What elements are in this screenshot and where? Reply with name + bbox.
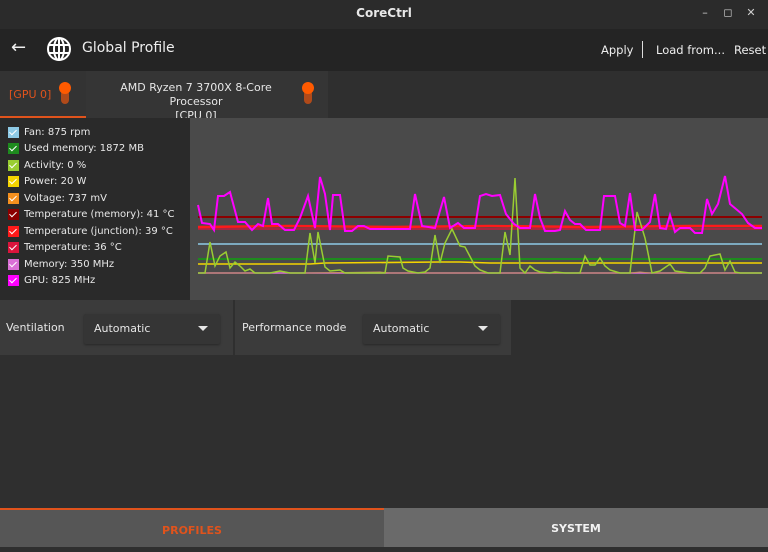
minimize-button[interactable]: – (702, 6, 708, 19)
sensor-power[interactable]: Power: 20 W (8, 174, 86, 188)
profile-toolbar: ← Global Profile Apply Load from... Rese… (0, 29, 768, 71)
close-button[interactable]: ✕ (746, 6, 756, 19)
sensor-voltage[interactable]: Voltage: 737 mV (8, 191, 107, 205)
tab-gpu-0[interactable]: [GPU 0] (0, 71, 86, 118)
bottom-tab-bar: PROFILES SYSTEM (0, 508, 768, 547)
checkbox-icon[interactable] (8, 208, 19, 220)
ventilation-value: Automatic (94, 322, 151, 335)
checkbox-icon[interactable] (8, 142, 19, 154)
chevron-down-icon (198, 326, 208, 331)
ventilation-control: Ventilation Automatic (0, 300, 233, 355)
sensor-legend: Fan: 875 rpm Used memory: 1872 MB Activi… (0, 118, 190, 300)
checkbox-icon[interactable] (8, 258, 19, 270)
window-title: CoreCtrl (356, 6, 412, 20)
sensor-label: Power: 20 W (24, 175, 87, 187)
checkbox-icon[interactable] (8, 241, 19, 253)
sensor-label: Used memory: 1872 MB (24, 142, 144, 154)
active-tab-indicator (0, 116, 86, 118)
device-tabs: [GPU 0] AMD Ryzen 7 3700X 8-Core Process… (0, 71, 768, 122)
sensor-used-memory[interactable]: Used memory: 1872 MB (8, 141, 144, 155)
checkbox-icon[interactable] (8, 175, 19, 187)
performance-mode-control: Performance mode Automatic (235, 300, 511, 355)
sensor-label: Memory: 350 MHz (24, 258, 115, 270)
sensor-label: Temperature (memory): 41 °C (24, 208, 175, 220)
checkbox-icon[interactable] (8, 159, 19, 171)
tab-system[interactable]: SYSTEM (384, 508, 768, 547)
tab-profiles[interactable]: PROFILES (0, 508, 384, 547)
sensor-gpu-clock[interactable]: GPU: 825 MHz (8, 273, 95, 287)
sensor-temp-junction[interactable]: Temperature (junction): 39 °C (8, 224, 173, 238)
checkbox-icon[interactable] (8, 274, 19, 286)
sensor-label: Fan: 875 rpm (24, 126, 91, 138)
cpu-name: AMD Ryzen 7 3700X 8-Core Processor (120, 81, 272, 108)
apply-button[interactable]: Apply (601, 43, 634, 57)
sensor-memory-clock[interactable]: Memory: 350 MHz (8, 257, 114, 271)
sensor-label: GPU: 825 MHz (24, 274, 96, 286)
performance-mode-value: Automatic (373, 322, 430, 335)
ventilation-dropdown[interactable]: Automatic (84, 314, 220, 344)
toolbar-separator (642, 41, 643, 58)
sensor-label: Voltage: 737 mV (24, 192, 107, 204)
chevron-down-icon (478, 326, 488, 331)
load-from-button[interactable]: Load from... (656, 43, 725, 57)
reset-button[interactable]: Reset (734, 43, 767, 57)
checkbox-icon[interactable] (8, 225, 19, 237)
maximize-button[interactable]: ◻ (723, 6, 733, 19)
sensor-label: Temperature (junction): 39 °C (24, 225, 173, 237)
tab-cpu-0[interactable]: AMD Ryzen 7 3700X 8-Core Processor [CPU … (86, 71, 328, 122)
profile-title: Global Profile (82, 40, 175, 56)
sensor-temp-memory[interactable]: Temperature (memory): 41 °C (8, 207, 175, 221)
sensor-panel: Fan: 875 rpm Used memory: 1872 MB Activi… (0, 118, 768, 300)
globe-icon (47, 37, 71, 61)
sensor-label: Activity: 0 % (24, 159, 87, 171)
checkbox-icon[interactable] (8, 192, 19, 204)
sensor-fan[interactable]: Fan: 875 rpm (8, 125, 90, 139)
sensor-temperature[interactable]: Temperature: 36 °C (8, 240, 122, 254)
checkbox-icon[interactable] (8, 126, 19, 138)
title-bar: CoreCtrl – ◻ ✕ (0, 0, 768, 29)
tab-cpu-0-label: AMD Ryzen 7 3700X 8-Core Processor [CPU … (94, 81, 298, 123)
ventilation-label: Ventilation (6, 321, 65, 334)
back-button[interactable]: ← (11, 37, 27, 58)
performance-mode-dropdown[interactable]: Automatic (363, 314, 500, 344)
sensor-graph (190, 118, 768, 300)
sensor-activity[interactable]: Activity: 0 % (8, 158, 86, 172)
sensor-label: Temperature: 36 °C (24, 241, 122, 253)
performance-mode-label: Performance mode (242, 321, 347, 334)
tab-gpu-0-label: [GPU 0] (9, 88, 52, 101)
